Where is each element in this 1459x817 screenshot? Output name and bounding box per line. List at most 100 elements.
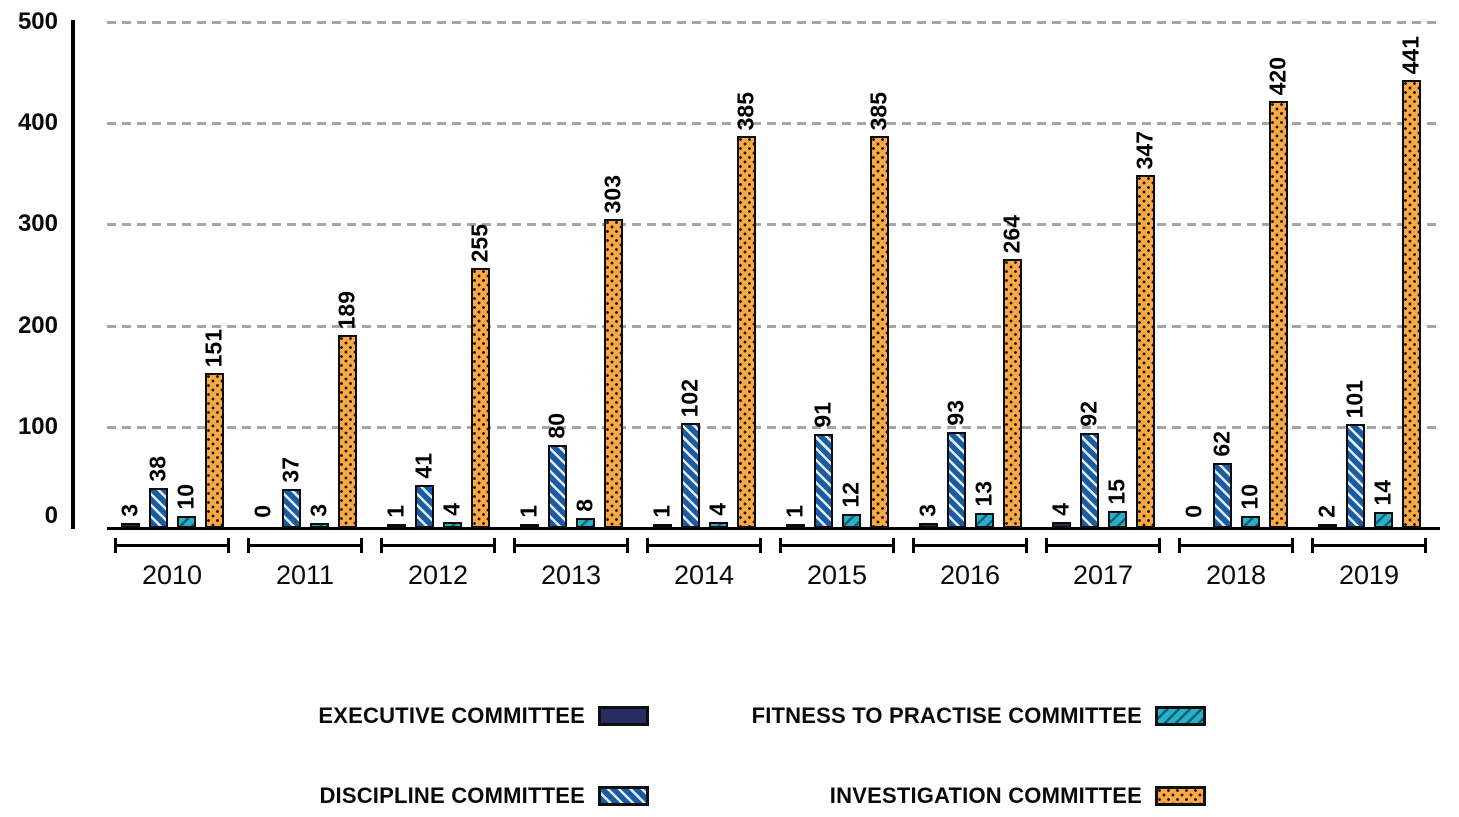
legend-item-discipline-committee: DISCIPLINE COMMITTEE bbox=[319, 783, 649, 809]
bar-discipline-2016 bbox=[946, 432, 966, 528]
y-axis-label-400: 400 bbox=[17, 109, 58, 137]
legend-label: DISCIPLINE COMMITTEE bbox=[319, 783, 585, 808]
plot-area: 3 38 10 151 0 37 3 189 1 41 4 255 1 80 8 303 1 102 4 385 1 91… bbox=[107, 22, 1440, 528]
legend-swatch-solid bbox=[598, 706, 649, 726]
x-bracket-2010 bbox=[114, 538, 230, 553]
value-label: 10 bbox=[172, 484, 199, 510]
value-label: 15 bbox=[1103, 479, 1130, 505]
bar-slot: 4 bbox=[439, 22, 465, 528]
bar-slot: 101 bbox=[1342, 22, 1368, 528]
bar-investigation-2011 bbox=[337, 335, 357, 528]
bar-slot: 62 bbox=[1209, 22, 1235, 528]
x-bracket-2017 bbox=[1045, 538, 1161, 553]
bar-fitness-2012 bbox=[442, 522, 462, 528]
value-label: 151 bbox=[200, 328, 227, 367]
bar-slot: 303 bbox=[600, 22, 626, 528]
bar-slot: 10 bbox=[1237, 22, 1263, 528]
bar-discipline-2019 bbox=[1345, 424, 1365, 528]
bar-slot: 15 bbox=[1103, 22, 1130, 528]
bar-fitness-2013 bbox=[575, 518, 595, 528]
bar-executive-2014 bbox=[652, 524, 672, 528]
bar-slot: 420 bbox=[1265, 22, 1291, 528]
value-label: 189 bbox=[333, 290, 360, 329]
value-label: 255 bbox=[466, 223, 493, 262]
value-label: 1 bbox=[781, 505, 808, 518]
bar-slot: 4 bbox=[1048, 22, 1074, 528]
bar-investigation-2015 bbox=[869, 136, 889, 528]
x-bracket-2011 bbox=[247, 538, 363, 553]
bar-group-2017: 4 92 15 347 bbox=[1048, 22, 1158, 528]
bar-investigation-2018 bbox=[1268, 101, 1288, 528]
bar-executive-2010 bbox=[120, 523, 140, 528]
value-label: 37 bbox=[277, 457, 304, 483]
bar-investigation-2017 bbox=[1135, 175, 1155, 528]
bar-slot: 151 bbox=[200, 22, 227, 528]
value-label: 4 bbox=[704, 503, 731, 516]
y-axis-label-200: 200 bbox=[17, 311, 58, 339]
x-axis-label-2016: 2016 bbox=[939, 560, 1001, 590]
bar-slot: 12 bbox=[838, 22, 864, 528]
legend-swatch-dots bbox=[1155, 786, 1206, 806]
x-axis-label-2019: 2019 bbox=[1338, 560, 1400, 590]
bar-fitness-2011 bbox=[309, 523, 329, 528]
bar-investigation-2012 bbox=[470, 268, 490, 528]
legend-label: INVESTIGATION COMMITTEE bbox=[829, 783, 1142, 808]
bar-discipline-2012 bbox=[414, 485, 434, 528]
value-label: 1 bbox=[648, 505, 675, 518]
bar-slot: 93 bbox=[943, 22, 969, 528]
x-bracket-2018 bbox=[1178, 538, 1294, 553]
bar-slot: 441 bbox=[1397, 22, 1424, 528]
bar-discipline-2017 bbox=[1079, 433, 1099, 528]
x-bracket-2019 bbox=[1311, 538, 1427, 553]
bar-slot: 1 bbox=[781, 22, 808, 528]
value-label: 385 bbox=[865, 91, 892, 130]
value-label: 38 bbox=[144, 456, 171, 482]
bar-fitness-2019 bbox=[1373, 512, 1393, 528]
bar-discipline-2013 bbox=[547, 445, 567, 528]
bar-discipline-2011 bbox=[281, 489, 301, 528]
bar-discipline-2014 bbox=[680, 423, 700, 528]
bar-executive-2017 bbox=[1051, 522, 1071, 528]
x-axis-label-2010: 2010 bbox=[141, 560, 203, 590]
x-bracket-2012 bbox=[380, 538, 496, 553]
y-axis-label-100: 100 bbox=[17, 412, 58, 440]
bar-slot: 385 bbox=[733, 22, 759, 528]
bar-executive-2012 bbox=[386, 524, 406, 528]
value-label: 3 bbox=[116, 504, 143, 517]
grid-line-300 bbox=[107, 223, 1440, 227]
bar-investigation-2010 bbox=[204, 373, 224, 528]
bar-fitness-2018 bbox=[1240, 516, 1260, 528]
bar-slot: 1 bbox=[383, 22, 409, 528]
value-label: 0 bbox=[1180, 505, 1207, 518]
value-label: 102 bbox=[676, 378, 703, 417]
bar-fitness-2015 bbox=[841, 514, 861, 528]
grid-line-500 bbox=[107, 21, 1440, 24]
grid-line-100 bbox=[107, 425, 1440, 429]
bar-group-2015: 1 91 12 385 bbox=[781, 22, 892, 528]
value-label: 3 bbox=[914, 504, 941, 517]
bar-slot: 13 bbox=[970, 22, 997, 528]
value-label: 8 bbox=[571, 499, 598, 512]
bar-investigation-2014 bbox=[736, 136, 756, 528]
bar-slot: 3 bbox=[306, 22, 332, 528]
bar-fitness-2017 bbox=[1107, 511, 1127, 528]
x-axis-label-2015: 2015 bbox=[806, 560, 868, 590]
bar-slot: 3 bbox=[116, 22, 143, 528]
bar-group-2019: 2 101 14 441 bbox=[1314, 22, 1424, 528]
bar-slot: 10 bbox=[172, 22, 199, 528]
grid-line-400 bbox=[107, 122, 1440, 126]
bar-discipline-2010 bbox=[148, 488, 168, 528]
bar-slot: 1 bbox=[648, 22, 675, 528]
bar-slot: 80 bbox=[544, 22, 570, 528]
bar-slot: 385 bbox=[865, 22, 892, 528]
x-axis-label-2014: 2014 bbox=[673, 560, 735, 590]
x-bracket-2015 bbox=[779, 538, 895, 553]
value-label: 13 bbox=[970, 481, 997, 507]
bar-slot: 91 bbox=[809, 22, 836, 528]
bar-investigation-2016 bbox=[1002, 259, 1022, 528]
value-label: 91 bbox=[809, 402, 836, 428]
value-label: 441 bbox=[1397, 35, 1424, 74]
bar-slot: 41 bbox=[411, 22, 437, 528]
legend-label: FITNESS TO PRACTISE COMMITTEE bbox=[751, 703, 1142, 728]
x-axis-label-2017: 2017 bbox=[1072, 560, 1134, 590]
